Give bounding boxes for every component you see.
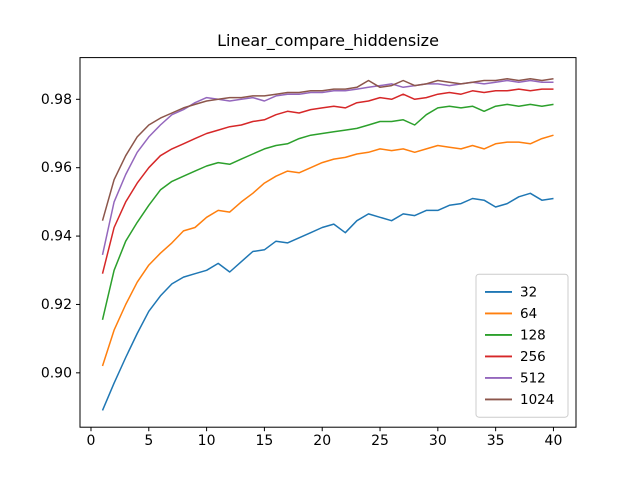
y-tick-label: 0.92 (41, 297, 72, 313)
series-line-32 (101, 192, 554, 411)
x-tick-label: 25 (371, 433, 389, 449)
y-tick-label: 0.96 (41, 160, 72, 176)
x-axis: 0 5 10 15 20 25 30 35 40 (87, 427, 563, 449)
y-tick-label: 0.98 (41, 92, 72, 108)
x-tick-label: 35 (487, 433, 505, 449)
legend-label-128: 128 (520, 327, 546, 343)
series-lines (101, 78, 554, 411)
x-tick-label: 40 (545, 433, 563, 449)
x-tick-label: 20 (313, 433, 331, 449)
y-axis: 0.90 0.92 0.94 0.96 0.98 (41, 92, 80, 381)
x-tick-label: 30 (429, 433, 447, 449)
legend-label-32: 32 (520, 284, 537, 300)
series-line-64 (101, 134, 554, 367)
legend-label-256: 256 (520, 349, 546, 365)
x-tick-label: 15 (255, 433, 273, 449)
x-tick-label: 0 (87, 433, 96, 449)
series-line-1024 (101, 78, 554, 221)
legend-box (475, 273, 569, 418)
chart-title: Linear_compare_hiddensize (217, 31, 439, 51)
x-tick-label: 10 (198, 433, 216, 449)
plot-border (79, 57, 577, 428)
series-line-128 (101, 103, 554, 320)
legend-label-1024: 1024 (520, 392, 554, 408)
y-tick-label: 0.90 (41, 365, 72, 381)
y-tick-label: 0.94 (41, 229, 72, 245)
series-line-512 (101, 79, 554, 256)
legend-label-512: 512 (520, 370, 546, 386)
series-line-256 (101, 88, 554, 274)
legend-label-64: 64 (520, 306, 537, 322)
x-tick-label: 5 (144, 433, 153, 449)
legend: 32 64 128 256 512 1024 (475, 273, 569, 418)
